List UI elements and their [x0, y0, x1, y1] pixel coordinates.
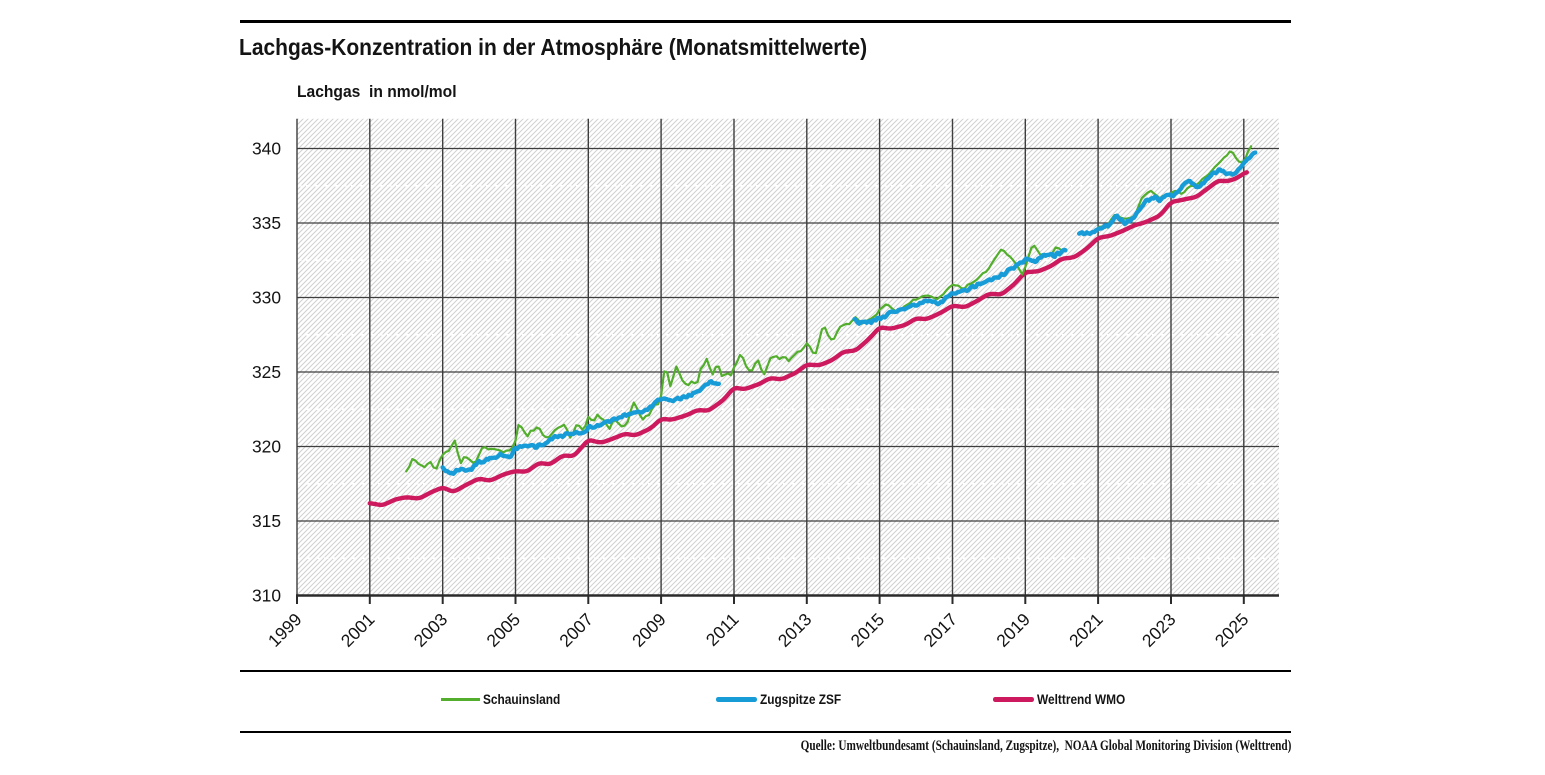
svg-text:330: 330	[252, 288, 281, 308]
svg-text:320: 320	[252, 437, 281, 457]
svg-text:2011: 2011	[702, 609, 743, 650]
svg-text:335: 335	[252, 213, 281, 233]
svg-text:2025: 2025	[1211, 609, 1253, 651]
svg-text:2003: 2003	[410, 609, 452, 651]
svg-text:2019: 2019	[992, 609, 1034, 651]
svg-text:2015: 2015	[847, 609, 889, 651]
svg-text:1999: 1999	[264, 609, 306, 651]
svg-text:2007: 2007	[555, 609, 597, 651]
svg-text:310: 310	[252, 586, 281, 606]
svg-text:325: 325	[252, 362, 281, 382]
svg-text:2009: 2009	[628, 609, 670, 651]
svg-text:2023: 2023	[1138, 609, 1180, 651]
svg-text:2001: 2001	[337, 609, 379, 651]
svg-text:2013: 2013	[774, 609, 816, 651]
svg-text:2021: 2021	[1065, 609, 1107, 651]
svg-text:2005: 2005	[482, 609, 524, 651]
svg-text:340: 340	[252, 139, 281, 159]
svg-text:2017: 2017	[919, 609, 961, 651]
svg-text:315: 315	[252, 511, 281, 531]
